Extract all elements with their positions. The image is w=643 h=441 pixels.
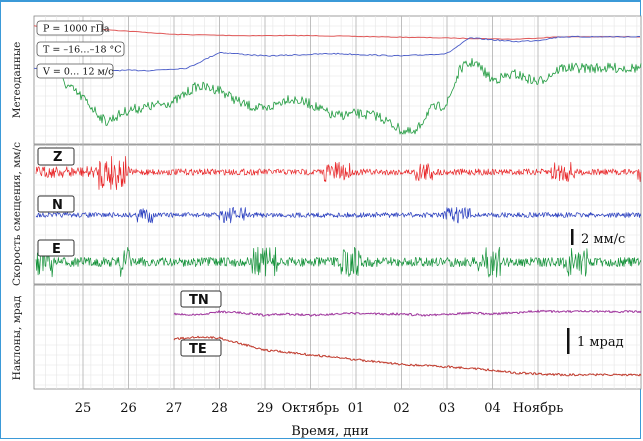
x-tick-label: 03	[439, 401, 456, 416]
series-layer	[33, 25, 642, 377]
ylabel-tilt: Наклоны, мрад	[11, 295, 23, 380]
channel-te-label: TE	[189, 342, 207, 357]
x-tick-label: 28	[211, 401, 228, 416]
tilt-scale-bar: 1 мрад	[567, 328, 624, 354]
velocity-scale-bar: 2 мм/с	[571, 229, 625, 247]
x-tick-label: 26	[120, 401, 137, 416]
ylabel-meteo: Метеоданные	[11, 42, 23, 119]
ylabel-velocity: Скорость смещения, мм/с	[11, 142, 23, 286]
x-tick-label: 25	[75, 401, 92, 416]
legend-pressure: P = 1000 гПа	[43, 24, 110, 35]
x-tick-label: 27	[166, 401, 183, 416]
x-axis-title: Время, дни	[291, 424, 368, 439]
legend-wind: V = 0… 12 м/с	[42, 67, 113, 78]
meteo-panel-bg	[33, 15, 642, 145]
meteo-legend: P = 1000 гПа T = –16…–18 °С V = 0… 12 м/…	[36, 20, 125, 79]
channel-tn-label: TN	[189, 293, 209, 308]
x-tick-label: 04	[484, 401, 501, 416]
velocity-channel-labels: Z N E	[37, 147, 75, 257]
legend-temperature: T = –16…–18 °С	[43, 45, 122, 56]
channel-e-label: E	[52, 242, 61, 257]
x-tick-label: 01	[348, 401, 365, 416]
wind-series	[62, 58, 642, 135]
tilt-te-series	[173, 335, 642, 377]
velocity-e-series	[35, 246, 642, 278]
tilt-panel-bg	[33, 284, 642, 390]
x-tick-label: Октябрь	[282, 401, 339, 416]
channel-n-label: N	[52, 198, 63, 213]
velocity-z-series	[35, 155, 642, 191]
temperature-series	[33, 35, 641, 72]
tilt-tn-series	[173, 309, 642, 317]
velocity-n-series	[35, 206, 642, 224]
tilt-scale-label: 1 мрад	[577, 335, 624, 350]
pressure-series	[33, 25, 640, 40]
x-tick-label: 02	[393, 401, 410, 416]
channel-z-label: Z	[53, 150, 62, 165]
x-tick-labels: 25 26 27 28 29 Октябрь 01 02 03 04 Ноябрь	[75, 401, 564, 416]
x-tick-label: 29	[257, 401, 274, 416]
velocity-scale-label: 2 мм/с	[581, 232, 625, 247]
day-lines	[82, 16, 539, 389]
x-tick-label: Ноябрь	[513, 401, 564, 416]
tilt-channel-labels: TN TE	[180, 290, 222, 357]
